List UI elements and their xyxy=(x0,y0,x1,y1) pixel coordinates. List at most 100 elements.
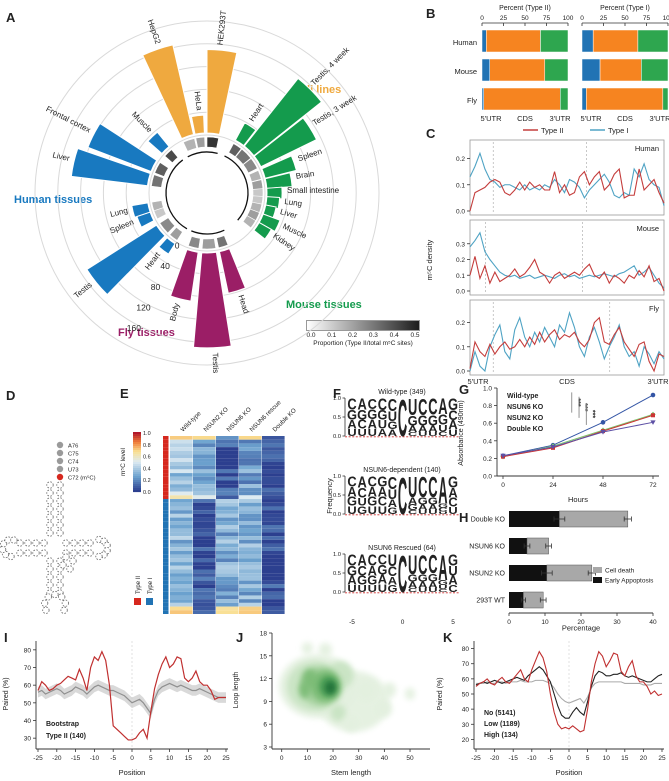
colorbar-step xyxy=(133,472,141,475)
nucleotide xyxy=(56,521,64,529)
heatmap-cell xyxy=(239,558,262,563)
density-line xyxy=(469,310,665,373)
row-group-bar xyxy=(163,576,169,581)
logo-letter: U xyxy=(347,427,356,439)
heatmap-cell xyxy=(262,484,285,488)
colorbar-step xyxy=(133,458,141,461)
colorbar-step xyxy=(133,432,141,435)
y-axis-label: Absorbance (490nm) xyxy=(458,400,465,465)
density-blob xyxy=(404,687,416,700)
bar-segment xyxy=(581,87,587,111)
polar-bar xyxy=(158,237,176,255)
nucleotide xyxy=(46,565,54,573)
logo-letter: A xyxy=(448,574,457,588)
heatmap-cell xyxy=(239,576,262,581)
legend-entry: Double KO xyxy=(507,426,544,433)
inner-arc xyxy=(187,151,218,158)
bootstrap-band xyxy=(38,678,226,719)
row-group-bar xyxy=(163,510,169,514)
x-tick: 0 xyxy=(130,755,134,762)
y-tick: 0.2 xyxy=(456,156,465,163)
logo-letter: C xyxy=(448,583,458,595)
nucleotide-label: A76 xyxy=(68,444,78,450)
bar-segment xyxy=(586,87,664,111)
polar-bar-label: Brain xyxy=(295,169,315,181)
x-tick: 25 xyxy=(222,755,230,762)
row-group-bar xyxy=(163,454,169,459)
axis-tick: 50 xyxy=(621,15,629,22)
nucleotide xyxy=(70,539,78,547)
group-title-fly-tissues: Fly tissues xyxy=(118,327,175,339)
legend-tick: 0.1 xyxy=(327,332,337,339)
group-title-mouse-tissues: Mouse tissues xyxy=(286,299,362,311)
bar-segment xyxy=(544,58,569,82)
legend-tick: 0.2 xyxy=(348,332,358,339)
heatmap-cell xyxy=(262,517,285,522)
heatmap-cell xyxy=(216,502,239,507)
nucleotide xyxy=(46,521,54,529)
logo-letter: U xyxy=(347,504,357,517)
y-tick: 15 xyxy=(260,653,268,660)
heatmap-cell xyxy=(239,495,262,500)
heatmap-cell xyxy=(170,591,193,596)
x-axis-label: Stem length xyxy=(331,768,371,777)
heatmap-cell xyxy=(216,606,239,611)
polar-bar xyxy=(253,221,273,240)
heatmap-cell xyxy=(170,536,193,540)
heatmap-cell xyxy=(193,436,216,440)
colorbar-step xyxy=(133,468,141,471)
heatmap-cell xyxy=(193,610,216,614)
nucleotide xyxy=(0,540,8,548)
heatmap-cell xyxy=(239,458,262,462)
x-tick: 10 xyxy=(603,755,611,762)
heatmap-cell xyxy=(239,528,262,533)
proportion-ring-segment xyxy=(164,149,179,164)
significance-stars: *** xyxy=(574,398,581,406)
bar-segment xyxy=(592,29,639,53)
colorbar-step xyxy=(133,450,141,453)
legend-entry: No (5141) xyxy=(484,710,516,717)
labeled-nucleotide xyxy=(56,465,64,473)
heatmap-cell xyxy=(216,543,239,548)
y-tick: 0.0 xyxy=(456,369,465,376)
proportion-legend-ticks: 0.0 0.1 0.2 0.3 0.4 0.5 xyxy=(302,332,424,339)
heatmap-cell xyxy=(262,521,285,525)
heatmap-cell xyxy=(193,554,216,559)
colorbar-step xyxy=(133,486,141,489)
heatmap-cell xyxy=(216,513,239,518)
heatmap-cell xyxy=(262,461,285,466)
y-tick: 60 xyxy=(462,676,470,683)
heatmap-cell xyxy=(262,502,285,507)
nucleotide xyxy=(46,505,54,513)
logo-letter: A xyxy=(357,474,366,491)
segment-label: 3'UTR xyxy=(649,114,669,123)
heatmap-cell xyxy=(216,569,239,574)
panel-letter-a: A xyxy=(6,10,16,25)
axis-tick: 25 xyxy=(500,15,508,22)
row-group-bar xyxy=(163,602,169,607)
heatmap-cell xyxy=(216,584,239,589)
heatmap-cell xyxy=(216,499,239,503)
colorbar-step xyxy=(133,466,141,469)
heatmap-cell xyxy=(170,606,193,611)
logo-letter: G xyxy=(357,407,367,422)
row-group-bar xyxy=(163,487,169,492)
heatmap-cell xyxy=(239,476,262,481)
labeled-nucleotide xyxy=(56,441,64,449)
row-group-bar xyxy=(163,461,169,466)
density-blob xyxy=(376,700,393,718)
heatmap-cell xyxy=(193,595,216,600)
polar-bar xyxy=(147,131,170,155)
nucleotide xyxy=(86,539,94,547)
heatmap-cell xyxy=(170,554,193,559)
bar-segment xyxy=(486,29,541,53)
density-line xyxy=(469,231,665,289)
logo-letter: G xyxy=(408,413,418,429)
heatmap-cell xyxy=(239,484,262,488)
nucleotide xyxy=(46,513,54,521)
heatmap-cell xyxy=(170,461,193,466)
row-group-bar xyxy=(163,525,169,529)
paired-line xyxy=(475,650,663,733)
logo-letter: G xyxy=(377,407,387,422)
row-group-bar xyxy=(163,499,169,503)
